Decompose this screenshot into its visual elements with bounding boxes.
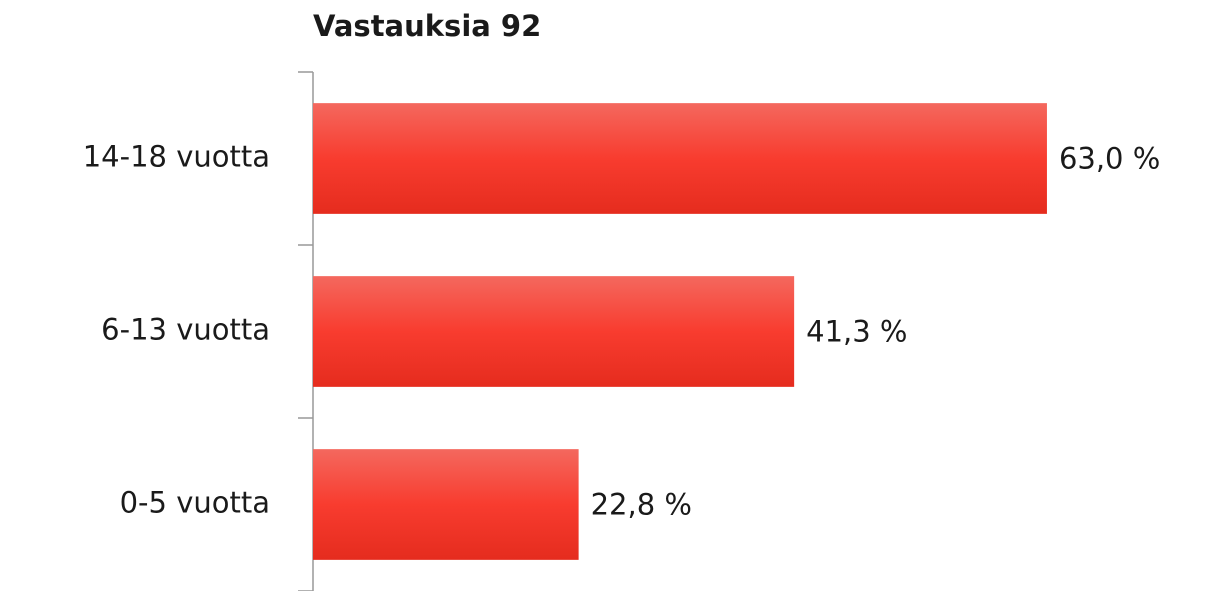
y-tick-label: 0-5 vuotta bbox=[120, 486, 270, 520]
value-label: 22,8 % bbox=[591, 488, 692, 522]
value-label: 63,0 % bbox=[1059, 142, 1160, 176]
bar bbox=[313, 276, 795, 387]
y-tick-label: 6-13 vuotta bbox=[101, 313, 270, 347]
bar bbox=[313, 449, 579, 560]
chart-title: Vastauksia 92 bbox=[313, 9, 541, 43]
value-label: 41,3 % bbox=[806, 315, 907, 349]
y-tick-label: 14-18 vuotta bbox=[83, 140, 270, 174]
bar bbox=[313, 103, 1047, 214]
